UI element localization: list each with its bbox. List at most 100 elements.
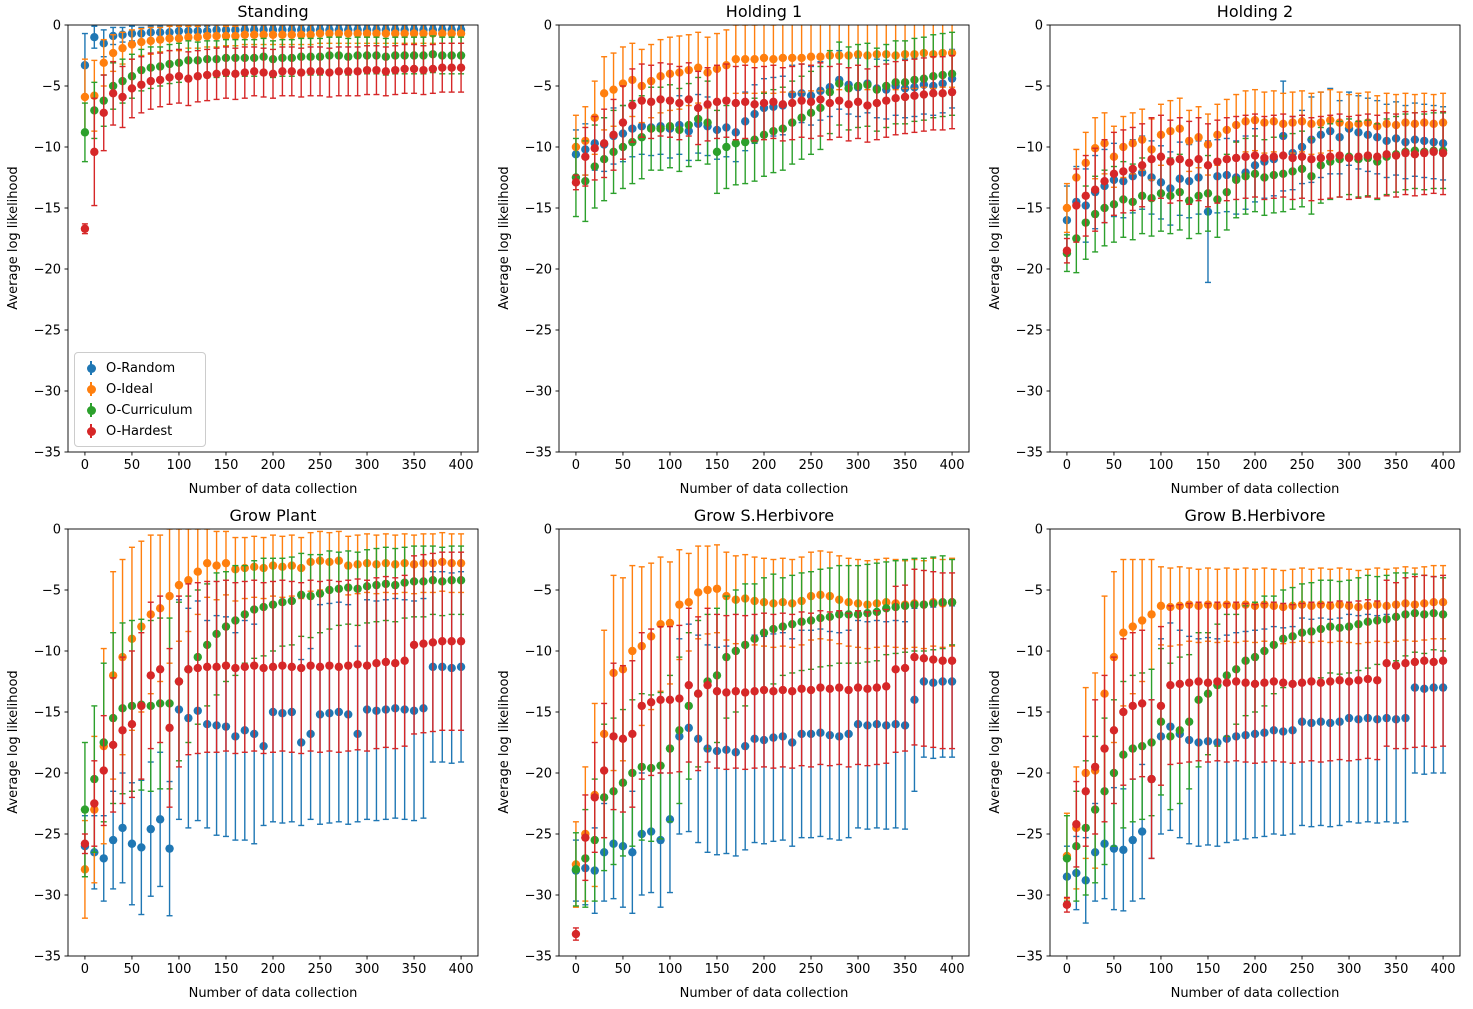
subplot-grow-b-herbivore: Grow B.Herbivore Average log likelihood … <box>982 504 1473 1008</box>
svg-text:−10: −10 <box>1016 645 1043 660</box>
svg-text:−20: −20 <box>1016 767 1043 782</box>
y-axis-label: Average log likelihood <box>497 166 512 309</box>
svg-text:−10: −10 <box>34 141 61 156</box>
svg-text:200: 200 <box>752 458 777 473</box>
subplot-grow-plant: Grow Plant Average log likelihood Number… <box>0 504 491 1008</box>
x-axis-label: Number of data collection <box>189 986 358 1001</box>
svg-text:300: 300 <box>1337 962 1362 977</box>
legend: O-Random O-Ideal O-Curriculum O-Hardest <box>74 352 206 447</box>
svg-text:−25: −25 <box>525 828 552 843</box>
subplot-standing: Standing Average log likelihood Number o… <box>0 0 491 504</box>
subplot-holding-2: Holding 2 Average log likelihood Number … <box>982 0 1473 504</box>
svg-text:250: 250 <box>308 962 333 977</box>
svg-text:−5: −5 <box>1024 80 1043 95</box>
legend-item-o-random: O-Random <box>84 360 193 376</box>
svg-text:−35: −35 <box>525 950 552 965</box>
svg-text:−25: −25 <box>34 828 61 843</box>
svg-text:0: 0 <box>53 19 61 34</box>
x-axis-label: Number of data collection <box>680 986 849 1001</box>
plot-canvas-grow-b-herbivore: Grow B.Herbivore Average log likelihood … <box>988 506 1461 1001</box>
svg-text:150: 150 <box>705 458 730 473</box>
chart-title: Grow B.Herbivore <box>1184 506 1325 525</box>
svg-text:−10: −10 <box>525 645 552 660</box>
x-axis-label: Number of data collection <box>1171 986 1340 1001</box>
svg-text:400: 400 <box>449 962 474 977</box>
svg-text:−5: −5 <box>533 80 552 95</box>
svg-text:0: 0 <box>1035 19 1043 34</box>
svg-text:100: 100 <box>167 458 192 473</box>
svg-text:−30: −30 <box>1016 385 1043 400</box>
legend-item-o-hardest: O-Hardest <box>84 423 193 439</box>
svg-text:100: 100 <box>658 458 683 473</box>
svg-text:−20: −20 <box>34 767 61 782</box>
x-axis-label: Number of data collection <box>1171 482 1340 497</box>
svg-text:400: 400 <box>940 458 965 473</box>
svg-text:−30: −30 <box>1016 889 1043 904</box>
svg-text:0: 0 <box>1063 962 1071 977</box>
legend-label: O-Random <box>106 360 176 376</box>
subplot-grow-s-herbivore: Grow S.Herbivore Average log likelihood … <box>491 504 982 1008</box>
svg-text:−15: −15 <box>34 202 61 217</box>
chart-title: Standing <box>237 2 308 21</box>
svg-text:0: 0 <box>81 458 89 473</box>
svg-text:150: 150 <box>1196 458 1221 473</box>
svg-text:150: 150 <box>214 962 239 977</box>
svg-text:200: 200 <box>1243 458 1268 473</box>
svg-text:0: 0 <box>572 962 580 977</box>
svg-text:200: 200 <box>1243 962 1268 977</box>
svg-text:0: 0 <box>544 523 552 538</box>
svg-text:0: 0 <box>544 19 552 34</box>
svg-text:200: 200 <box>752 962 777 977</box>
subplot-holding-1: Holding 1 Average log likelihood Number … <box>491 0 982 504</box>
svg-text:−15: −15 <box>1016 706 1043 721</box>
svg-text:0: 0 <box>53 523 61 538</box>
y-axis-label: Average log likelihood <box>988 166 1003 309</box>
svg-text:100: 100 <box>658 962 683 977</box>
svg-text:−35: −35 <box>525 446 552 461</box>
svg-text:50: 50 <box>615 458 632 473</box>
legend-item-o-ideal: O-Ideal <box>84 381 193 397</box>
svg-text:250: 250 <box>308 458 333 473</box>
y-axis-label: Average log likelihood <box>497 670 512 813</box>
svg-text:250: 250 <box>1290 962 1315 977</box>
svg-text:250: 250 <box>799 962 824 977</box>
chart-title: Holding 1 <box>726 2 802 21</box>
svg-text:−15: −15 <box>525 202 552 217</box>
svg-text:100: 100 <box>1149 962 1174 977</box>
svg-text:−35: −35 <box>34 446 61 461</box>
x-axis-label: Number of data collection <box>189 482 358 497</box>
legend-label: O-Curriculum <box>106 402 193 418</box>
svg-text:−30: −30 <box>525 385 552 400</box>
svg-text:−15: −15 <box>34 706 61 721</box>
svg-text:−15: −15 <box>525 706 552 721</box>
legend-label: O-Hardest <box>106 423 173 439</box>
svg-text:−25: −25 <box>1016 828 1043 843</box>
svg-text:150: 150 <box>1196 962 1221 977</box>
svg-text:350: 350 <box>402 458 427 473</box>
legend-item-o-curriculum: O-Curriculum <box>84 402 193 418</box>
svg-text:200: 200 <box>261 458 286 473</box>
svg-text:300: 300 <box>355 458 380 473</box>
chart-title: Grow Plant <box>230 506 317 525</box>
svg-text:400: 400 <box>1431 962 1456 977</box>
svg-text:100: 100 <box>1149 458 1174 473</box>
svg-text:50: 50 <box>1106 962 1123 977</box>
svg-text:250: 250 <box>1290 458 1315 473</box>
plot-canvas-grow-plant: Grow Plant Average log likelihood Number… <box>6 506 479 1001</box>
svg-text:400: 400 <box>1431 458 1456 473</box>
svg-text:100: 100 <box>167 962 192 977</box>
y-axis-label: Average log likelihood <box>6 166 21 309</box>
svg-text:400: 400 <box>940 962 965 977</box>
x-axis-label: Number of data collection <box>680 482 849 497</box>
svg-text:350: 350 <box>1384 458 1409 473</box>
svg-text:300: 300 <box>355 962 380 977</box>
svg-text:0: 0 <box>1035 523 1043 538</box>
svg-text:−20: −20 <box>34 263 61 278</box>
svg-text:−20: −20 <box>525 263 552 278</box>
svg-text:−30: −30 <box>34 385 61 400</box>
svg-text:300: 300 <box>846 458 871 473</box>
y-axis-label: Average log likelihood <box>6 670 21 813</box>
svg-text:−15: −15 <box>1016 202 1043 217</box>
svg-text:50: 50 <box>124 458 141 473</box>
